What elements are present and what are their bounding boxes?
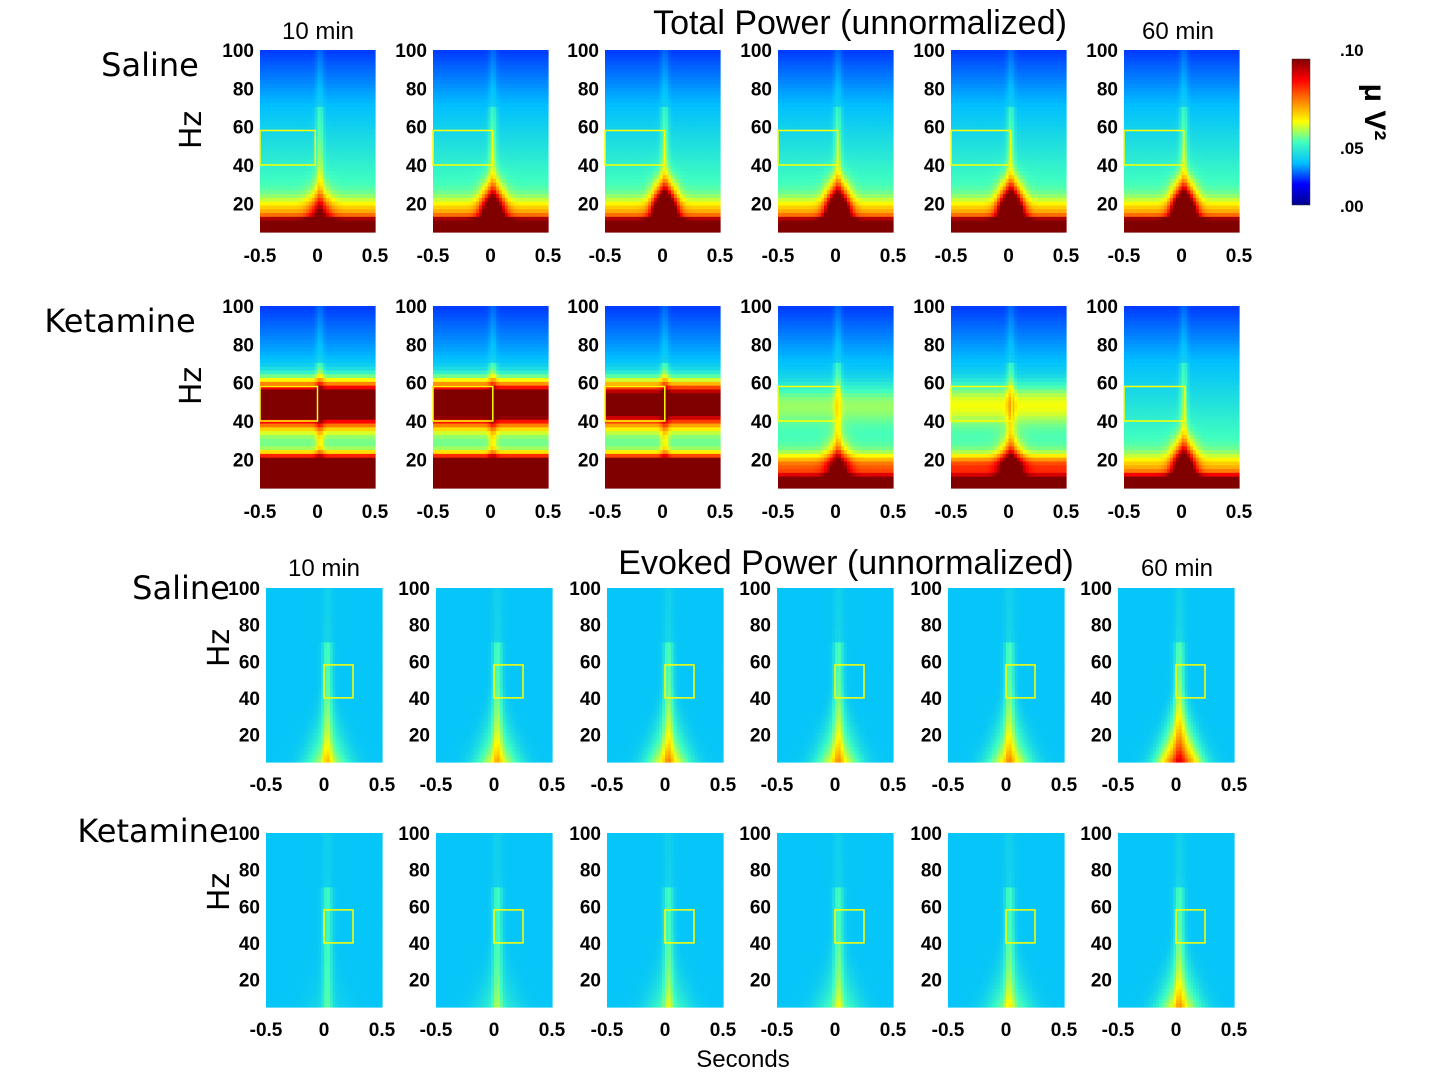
colorbar-unit-label: μ V²	[1358, 84, 1391, 141]
evoked-time-label-end: 60 min	[1141, 555, 1213, 582]
total-power-title: Total Power (unnormalized)	[653, 4, 1067, 42]
total-time-label-start: 10 min	[282, 18, 354, 45]
colorbar	[1292, 59, 1310, 205]
row-label-total-ketamine: Ketamine	[44, 302, 195, 340]
heatmap-cells	[260, 50, 376, 233]
total-time-label-end: 60 min	[1142, 18, 1214, 45]
y-axis-label-total-saline: Hz	[174, 111, 209, 149]
colorbar-tick-min: .00	[1340, 197, 1364, 216]
colorbar-tick-max: .10	[1340, 41, 1364, 60]
row-label-evoked-saline: Saline	[132, 569, 230, 607]
colorbar-tick-mid: .05	[1340, 139, 1364, 158]
x-axis-label: Seconds	[696, 1046, 789, 1073]
evoked-time-label-start: 10 min	[288, 555, 360, 582]
row-label-evoked-ketamine: Ketamine	[77, 812, 228, 850]
y-axis-label-evoked-saline: Hz	[202, 629, 237, 667]
spectrogram-figure: Total Power (unnormalized) Evoked Power …	[0, 0, 1440, 1080]
y-axis-label-total-ketamine: Hz	[174, 367, 209, 405]
row-label-total-saline: Saline	[101, 46, 199, 84]
y-axis-label-evoked-ketamine: Hz	[202, 873, 237, 911]
evoked-power-title: Evoked Power (unnormalized)	[618, 544, 1073, 582]
